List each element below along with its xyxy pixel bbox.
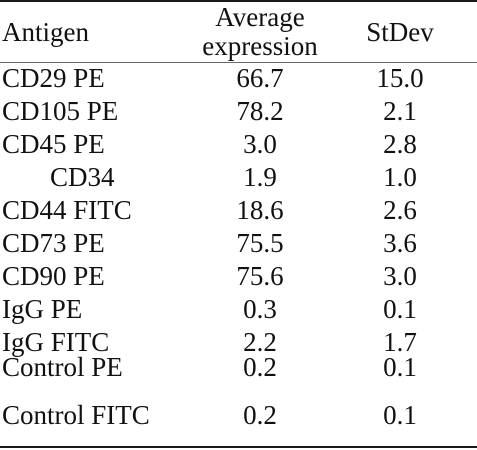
table-row-antigen: Control FITC (2, 400, 150, 430)
table-row-antigen: CD90 PE (2, 261, 105, 291)
table-row-antigen: CD29 PE (2, 63, 105, 93)
table-row-stdev: 1.7 (383, 327, 417, 357)
header-stdev: StDev (366, 17, 434, 47)
table-top-rule (0, 0, 477, 2)
table-row-antigen: IgG FITC (2, 327, 110, 357)
header-antigen: Antigen (2, 17, 89, 47)
table-row-antigen: CD45 PE (2, 129, 105, 159)
table-row-stdev: 3.0 (383, 261, 417, 291)
table-row-average: 78.2 (236, 96, 284, 126)
table-row-antigen: CD44 FITC (2, 195, 132, 225)
table-row-antigen: CD34 (50, 162, 115, 192)
table-row-stdev: 3.6 (383, 228, 417, 258)
table-row-average: 2.2 (243, 327, 277, 357)
table-row-stdev: 2.8 (383, 129, 417, 159)
table-row-average: 0.2 (243, 352, 277, 382)
table-row-stdev: 15.0 (376, 63, 424, 93)
table-row-antigen: CD105 PE (2, 96, 119, 126)
table-row-average: 0.3 (243, 294, 277, 324)
table-row-stdev: 0.1 (383, 400, 417, 430)
table-row-average: 0.2 (243, 400, 277, 430)
table-row-stdev: 0.1 (383, 352, 417, 382)
table-row-stdev: 2.6 (383, 195, 417, 225)
header-average-line1: Average (215, 2, 305, 32)
header-average-expression: Average expression (185, 3, 335, 61)
table-row-stdev: 0.1 (383, 294, 417, 324)
table-row-stdev: 2.1 (383, 96, 417, 126)
table-row-average: 75.6 (236, 261, 284, 291)
table-row-average: 18.6 (236, 195, 284, 225)
table-row-antigen: CD73 PE (2, 228, 105, 258)
table-row-average: 75.5 (236, 228, 284, 258)
header-average-line2: expression (202, 31, 318, 61)
table-row-antigen: Control PE (2, 352, 123, 382)
header-rule (0, 62, 477, 63)
table-row-antigen: IgG PE (2, 294, 83, 324)
table-row-average: 66.7 (236, 63, 284, 93)
table-bottom-rule (0, 446, 477, 448)
table-row-average: 1.9 (243, 162, 277, 192)
table-row-average: 3.0 (243, 129, 277, 159)
table-row-stdev: 1.0 (383, 162, 417, 192)
